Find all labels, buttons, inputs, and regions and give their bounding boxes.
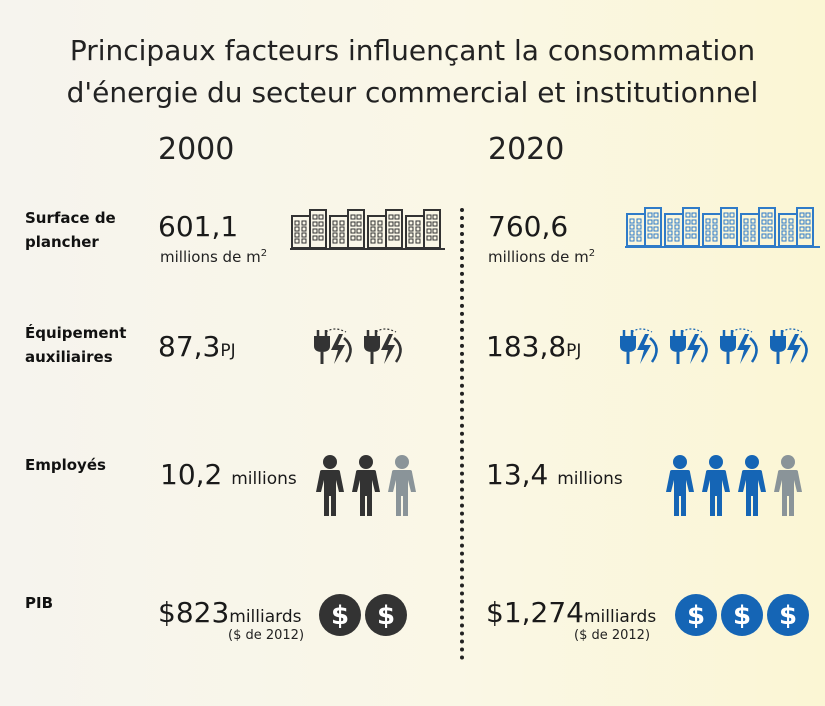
unit-text: millions de m [160, 248, 261, 266]
person-icon [738, 455, 766, 516]
dotted-divider [460, 208, 464, 660]
label-pib: PIB [25, 594, 54, 612]
building-icon [626, 207, 662, 247]
svg-text:$: $ [779, 601, 797, 631]
unit-text: millions [231, 469, 297, 489]
surface-2000-unit: millions de m2 [160, 248, 267, 266]
person-icon [352, 455, 380, 516]
label-equipement-line2: auxiliaires [25, 348, 113, 366]
employes-2000-value: 10,2 millions [160, 458, 297, 491]
building-icon [740, 207, 776, 247]
value-text: 13,4 [486, 458, 549, 491]
plugs-2000-icon [314, 328, 402, 364]
building-icon [664, 207, 700, 247]
building-icon [291, 209, 327, 249]
label-surface-line1: Surface de [25, 209, 116, 227]
person-icon [702, 455, 730, 516]
unit-text: millions [557, 469, 623, 489]
building-icon [367, 209, 403, 249]
plug-energy-icon [364, 328, 402, 364]
person-icon [666, 455, 694, 516]
building-icon [778, 207, 814, 247]
svg-text:$: $ [687, 601, 705, 631]
person-icon [316, 455, 344, 516]
svg-text:$: $ [733, 601, 751, 631]
dollar-coin-icon: $ [365, 594, 407, 636]
person-icon [388, 455, 416, 516]
value-text: $823 [158, 596, 230, 629]
employes-2020-value: 13,4 millions [486, 458, 623, 491]
unit-text: PJ [220, 341, 236, 361]
equipement-2020-value: 183,8PJ [486, 330, 581, 363]
dollar-coin-icon: $ [675, 594, 717, 636]
title-line-1: Principaux facteurs influençant la conso… [69, 34, 756, 67]
coins-2020-icon: $ $ $ [675, 594, 809, 636]
buildings-2000-icon [290, 209, 445, 250]
coins-2000-icon: $ $ [319, 594, 407, 636]
year-2020: 2020 [488, 132, 565, 167]
value-text: 183,8 [486, 330, 567, 363]
surface-2020-unit: millions de m2 [488, 248, 595, 266]
dollar-coin-icon: $ [721, 594, 763, 636]
pib-2000-value: $823milliards [158, 596, 301, 629]
svg-text:$: $ [377, 601, 395, 631]
unit-text: milliards [583, 607, 657, 627]
label-employes: Employés [25, 456, 106, 474]
pib-2000-note: ($ de 2012) [228, 628, 305, 643]
unit-text: PJ [566, 341, 582, 361]
people-2020-icon [666, 455, 802, 516]
plug-energy-icon [720, 328, 758, 364]
dollar-coin-icon: $ [767, 594, 809, 636]
plug-energy-icon [314, 328, 352, 364]
plug-energy-icon [770, 328, 808, 364]
plug-energy-icon [670, 328, 708, 364]
plug-energy-icon [620, 328, 658, 364]
people-2000-icon [316, 455, 416, 516]
building-icon [405, 209, 441, 249]
value-text: 87,3 [158, 330, 221, 363]
person-icon [774, 455, 802, 516]
value-text: $1,274 [486, 596, 584, 629]
label-surface-line2: plancher [25, 233, 99, 251]
unit-exp: 2 [260, 248, 268, 259]
label-equipement: Équipement auxiliaires [25, 321, 135, 369]
dollar-coin-icon: $ [319, 594, 361, 636]
svg-text:$: $ [331, 601, 349, 631]
building-icon [329, 209, 365, 249]
unit-exp: 2 [588, 248, 596, 259]
unit-text: milliards [229, 607, 302, 627]
pib-2020-note: ($ de 2012) [574, 628, 651, 643]
title-line-2: d'énergie du secteur commercial et insti… [66, 76, 759, 109]
surface-2020-value: 760,6 [488, 210, 569, 243]
label-surface: Surface de plancher [25, 206, 135, 254]
equipement-2000-value: 87,3PJ [158, 330, 236, 363]
label-equipement-line1: Équipement [25, 324, 127, 342]
unit-text: millions de m [488, 248, 589, 266]
surface-2000-value: 601,1 [158, 210, 239, 243]
year-2000: 2000 [158, 132, 235, 167]
pib-2020-value: $1,274milliards [486, 596, 656, 629]
plugs-2020-icon [620, 328, 808, 364]
buildings-2020-icon [625, 207, 820, 248]
value-text: 10,2 [160, 458, 223, 491]
page-title: Principaux facteurs influençant la conso… [0, 30, 825, 114]
building-icon [702, 207, 738, 247]
